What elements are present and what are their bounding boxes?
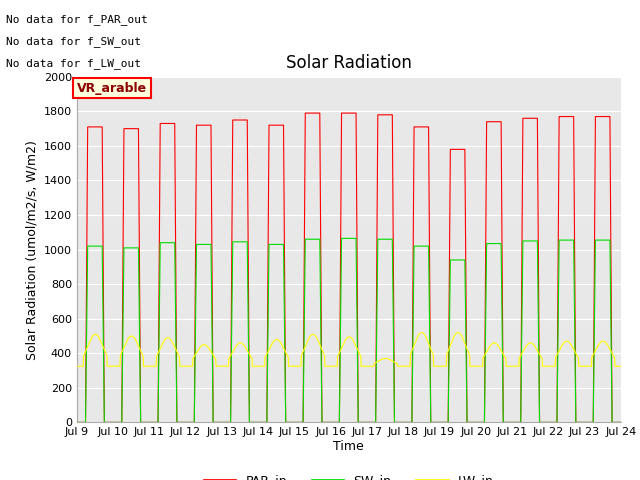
- X-axis label: Time: Time: [333, 440, 364, 453]
- Text: No data for f_PAR_out: No data for f_PAR_out: [6, 14, 148, 25]
- Text: VR_arable: VR_arable: [77, 82, 147, 95]
- Text: No data for f_LW_out: No data for f_LW_out: [6, 58, 141, 69]
- Legend: PAR_in, SW_in, LW_in: PAR_in, SW_in, LW_in: [199, 469, 499, 480]
- Text: No data for f_SW_out: No data for f_SW_out: [6, 36, 141, 47]
- Title: Solar Radiation: Solar Radiation: [286, 54, 412, 72]
- Y-axis label: Solar Radiation (umol/m2/s, W/m2): Solar Radiation (umol/m2/s, W/m2): [25, 140, 38, 360]
